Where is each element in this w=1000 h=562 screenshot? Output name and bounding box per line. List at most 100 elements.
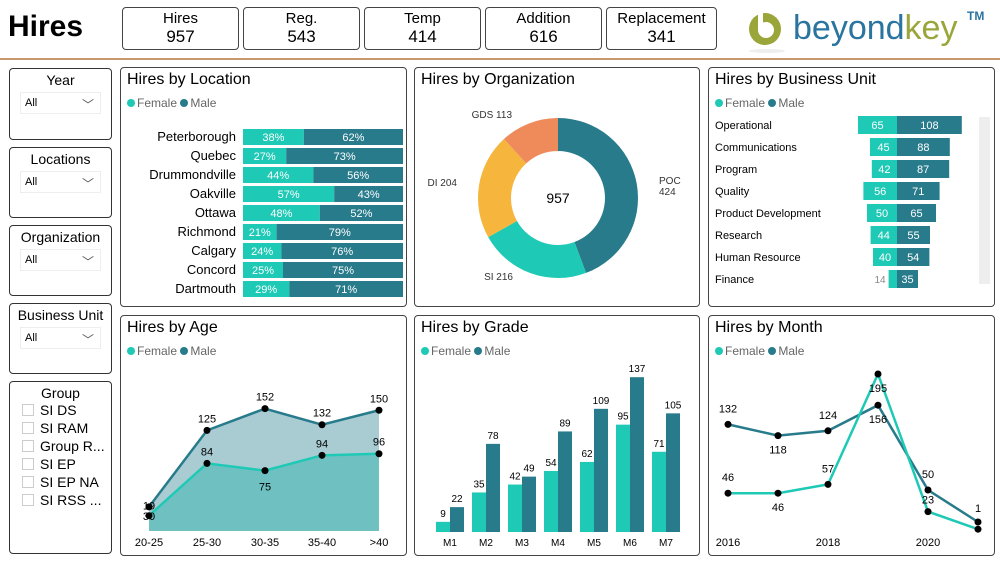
legend-male[interactable]: Male [484,344,511,358]
checkbox[interactable] [22,404,34,416]
header-divider [0,58,1000,60]
x-tick-label: 30-35 [251,537,279,549]
legend-male[interactable]: Male [778,96,805,110]
group-option[interactable]: SI DS [22,401,111,419]
data-point [375,406,383,414]
male-bar [897,226,930,244]
year-filter: Year All ﹀ [9,68,112,140]
legend-female[interactable]: Female [431,344,472,358]
male-bar [313,167,403,183]
data-label: 27% [254,151,276,163]
x-tick-label: 25-30 [193,537,221,549]
category-label: Human Resource [715,252,801,264]
business-unit-dropdown[interactable]: All ﹀ [20,327,101,349]
donut-slice [558,118,638,273]
x-tick-label: 2016 [716,537,740,549]
data-label: 79% [329,227,351,239]
female-bar [871,160,897,178]
kpi-replacement: Replacement 341 [606,7,717,50]
legend-female[interactable]: Female [137,344,178,358]
data-label: 195 [869,383,887,395]
legend-male[interactable]: Male [778,344,805,358]
x-tick-label: M4 [551,538,565,549]
female-bar [616,424,630,532]
data-label: 55 [907,230,919,242]
male-bar [450,507,464,532]
legend: Female Male [127,96,216,110]
hires-by-organization-panel: Hires by Organization POC 424 SI 216 DI 204… [414,67,700,307]
data-label: 71 [653,439,665,450]
female-bar [472,492,486,532]
data-label: 95 [617,412,629,423]
male-bar [286,148,403,164]
male-bar [486,443,500,532]
data-point [874,370,882,378]
donut-center-label: 957 [546,190,570,206]
age-chart: 30125152132150198475949620-2525-3030-353… [135,392,389,549]
male-bar [630,377,644,532]
organization-dropdown[interactable]: All ﹀ [20,249,101,271]
x-tick-label: >40 [370,537,389,549]
chart-title: Hires by Business Unit [715,71,876,88]
category-label: Peterborough [157,129,236,144]
checkbox[interactable] [22,422,34,434]
legend-male[interactable]: Male [190,96,217,110]
svg-text:beyondkey: beyondkey [793,9,957,47]
checkbox[interactable] [22,494,34,506]
data-label: 118 [769,445,787,457]
group-option[interactable]: SI EP NA [22,473,111,491]
female-bar [652,451,666,532]
kpi-label: Replacement [617,10,706,27]
data-label: 108 [920,120,938,132]
data-label: 75 [259,482,271,494]
chart-title: Hires by Age [127,319,218,336]
checkbox[interactable] [22,440,34,452]
legend-female[interactable]: Female [725,96,766,110]
category-label: Quebec [190,148,236,163]
data-label: 62% [342,132,364,144]
group-option[interactable]: Group R... [22,437,111,455]
checkbox[interactable] [22,476,34,488]
checkbox[interactable] [22,458,34,470]
filter-label: Organization [20,229,101,245]
female-area [149,453,379,531]
male-bar [897,248,930,266]
dropdown-value: All [25,176,38,188]
organization-chart: POC 424 SI 216 DI 204 GDS 113 957 [428,110,681,283]
kpi-label: Hires [162,10,198,27]
female-bar [436,521,450,532]
male-bar [276,224,403,240]
chevron-down-icon: ﹀ [81,255,94,269]
locations-dropdown[interactable]: All ﹀ [20,171,101,193]
data-label: 48% [270,208,292,220]
female-bar [867,204,897,222]
female-bar [243,262,283,278]
x-tick-label: 2020 [916,537,940,549]
data-label: 38% [262,132,284,144]
female-bar [544,470,558,532]
legend-female[interactable]: Female [725,344,766,358]
data-label: 78 [487,431,499,442]
x-tick-label: M5 [587,538,601,549]
group-option[interactable]: SI RSS ... [22,491,111,509]
category-label: Calgary [191,243,236,258]
data-label: 44 [878,230,890,242]
female-bar [243,167,314,183]
group-option[interactable]: SI EP [22,455,111,473]
male-bar [897,270,918,288]
female-line [728,370,979,531]
data-point [974,525,982,533]
kpi-addition: Addition 616 [485,7,602,50]
group-option[interactable]: SI RAM [22,419,111,437]
scrollbar [979,117,990,284]
year-dropdown[interactable]: All ﹀ [20,92,101,114]
legend-female[interactable]: Female [137,96,178,110]
data-point [203,426,211,434]
data-label: 152 [256,392,274,404]
data-label: 1 [975,503,981,515]
data-label: 29% [255,284,277,296]
donut-slice [503,118,558,164]
female-bar [888,270,897,288]
category-label: Drummondville [149,167,236,182]
legend-male[interactable]: Male [190,344,217,358]
